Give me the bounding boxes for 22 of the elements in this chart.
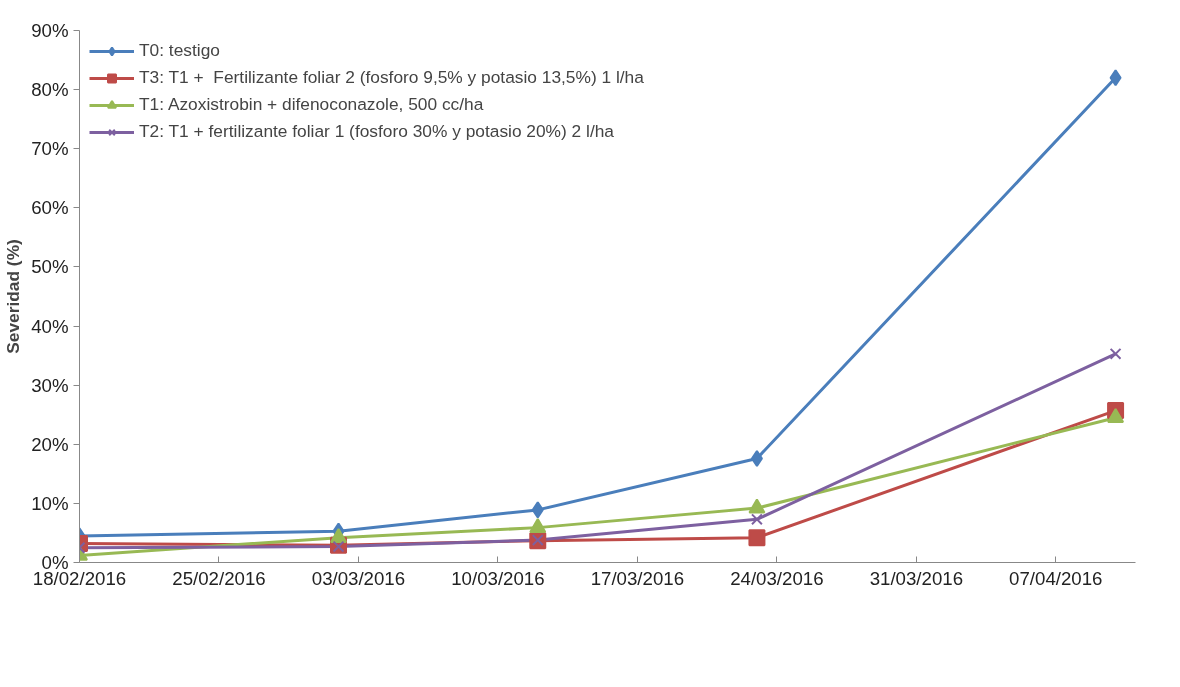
y-tick-label: 20% — [31, 433, 69, 455]
legend-label: T0: testigo — [139, 40, 220, 61]
x-tick-label: 03/03/2016 — [311, 567, 406, 589]
y-tick-label: 80% — [31, 79, 69, 101]
legend-label: T1: Azoxistrobin + difenoconazole, 500 cc/ha — [139, 94, 484, 115]
y-tick-label: 70% — [31, 138, 69, 160]
x-tick-label: 24/03/2016 — [730, 567, 824, 589]
legend-label: T3: T1 + Fertilizante foliar 2 (fosforo 9,5% y potasio 13,5%) 1 l/ha — [139, 67, 644, 88]
y-tick-label: 90% — [31, 20, 69, 41]
y-tick-label: 10% — [31, 492, 69, 514]
x-tick-label: 07/04/2016 — [1009, 567, 1103, 589]
y-tick-label: 50% — [31, 256, 69, 278]
legend-label: T2: T1 + fertilizante foliar 1 (fosforo 30% y potasio 20%) 2 l/ha — [139, 121, 615, 142]
x-tick-label: 25/02/2016 — [172, 567, 266, 589]
x-tick-label: 31/03/2016 — [869, 567, 964, 589]
x-tick-label: 10/03/2016 — [451, 567, 545, 589]
y-tick-label: 60% — [31, 197, 69, 219]
y-tick-label: 30% — [31, 374, 69, 396]
x-tick-label: 17/03/2016 — [590, 567, 685, 589]
y-tick-label: 40% — [31, 315, 69, 337]
y-tick-label: 0% — [41, 552, 69, 573]
y-axis-title: Severidad (%) — [3, 239, 24, 354]
